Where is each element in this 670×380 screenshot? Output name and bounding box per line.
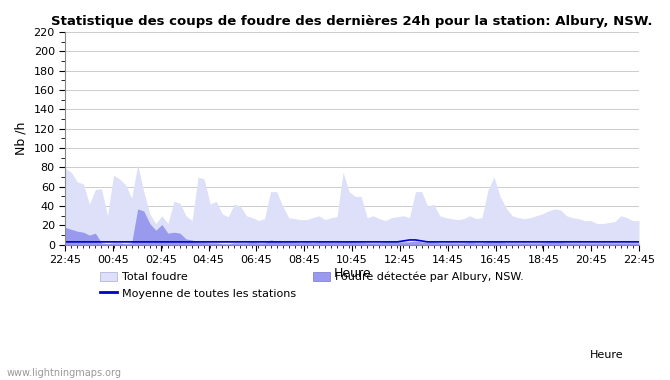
X-axis label: Heure: Heure: [333, 267, 371, 280]
Text: www.lightningmaps.org: www.lightningmaps.org: [7, 368, 122, 378]
Y-axis label: Nb /h: Nb /h: [15, 122, 28, 155]
Title: Statistique des coups de foudre des dernières 24h pour la station: Albury, NSW.: Statistique des coups de foudre des dern…: [52, 15, 653, 28]
Legend: Total foudre, Moyenne de toutes les stations, Foudre détectée par Albury, NSW.: Total foudre, Moyenne de toutes les stat…: [96, 267, 529, 303]
Text: Heure: Heure: [590, 350, 623, 360]
